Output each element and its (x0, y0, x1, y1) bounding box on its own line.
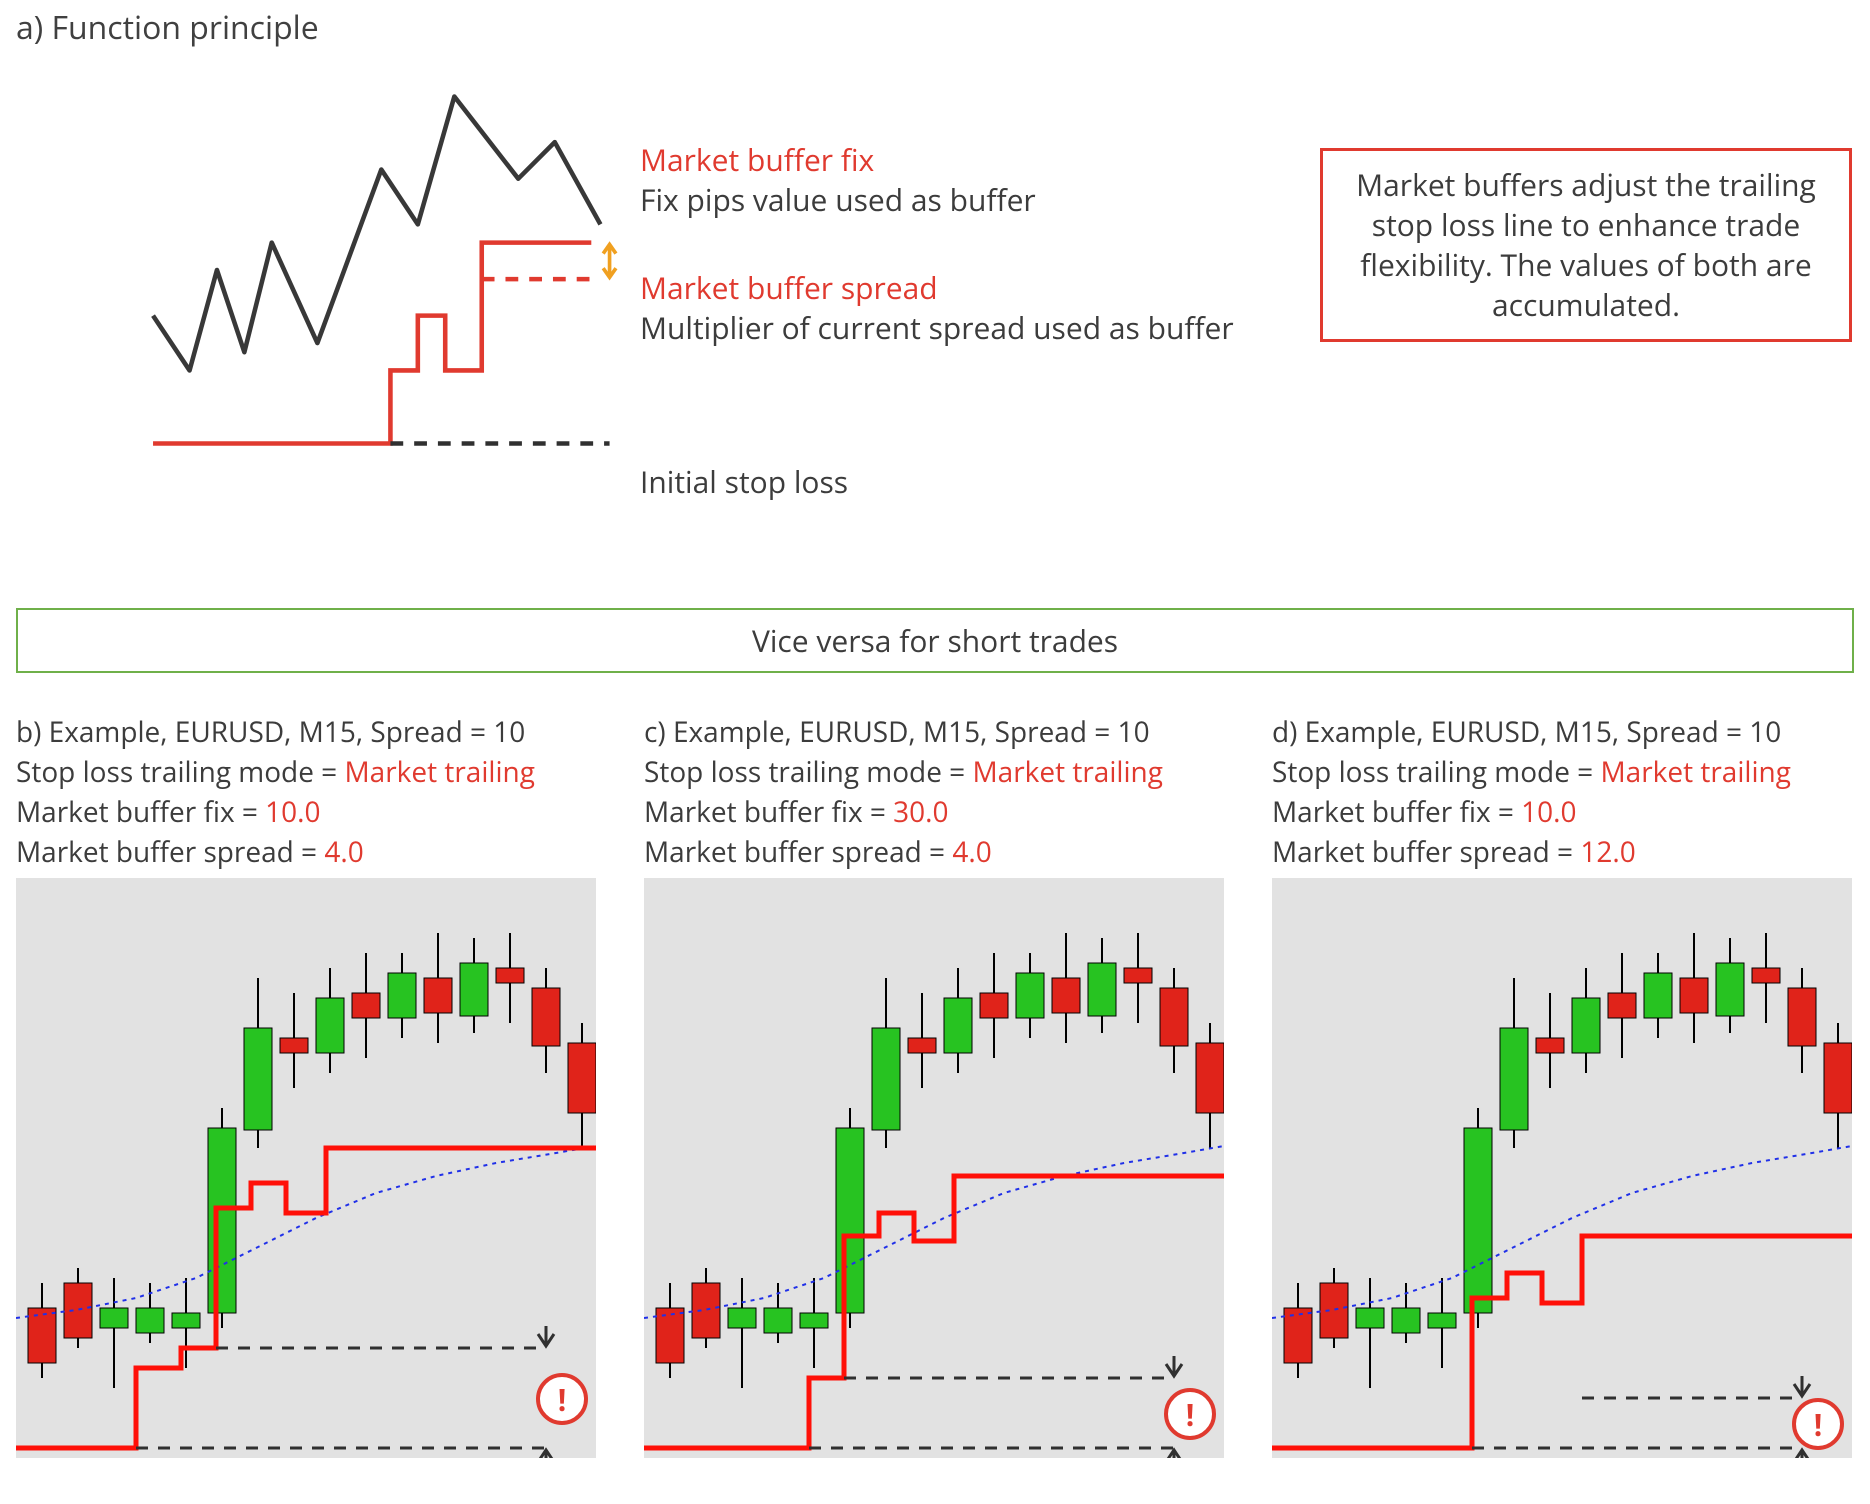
vice-versa-banner: Vice versa for short trades (16, 608, 1854, 673)
example-d: d) Example, EURUSD, M15, Spread = 10Stop… (1272, 712, 1852, 1458)
buffer-fix-title: Market buffer fix (640, 140, 1036, 180)
example-chart: ! (1272, 878, 1852, 1458)
examples-row: b) Example, EURUSD, M15, Spread = 10Stop… (16, 712, 1854, 1458)
example-caption: b) Example, EURUSD, M15, Spread = 10Stop… (16, 712, 596, 872)
example-caption: d) Example, EURUSD, M15, Spread = 10Stop… (1272, 712, 1852, 872)
buffer-spread-title: Market buffer spread (640, 268, 1234, 308)
example-chart: ! (644, 878, 1224, 1458)
buffer-spread-desc: Multiplier of current spread used as buf… (640, 308, 1234, 348)
buffer-fix-desc: Fix pips value used as buffer (640, 180, 1036, 220)
alert-icon: ! (1792, 1398, 1844, 1450)
page: a) Function principle Market buffer fix … (0, 0, 1870, 1504)
callout-box: Market buffers adjust the trailing stop … (1320, 148, 1852, 342)
example-c: c) Example, EURUSD, M15, Spread = 10Stop… (644, 712, 1224, 1458)
section-a-title: a) Function principle (16, 6, 319, 49)
label-initial-stop: Initial stop loss (640, 462, 848, 502)
example-b: b) Example, EURUSD, M15, Spread = 10Stop… (16, 712, 596, 1458)
alert-icon: ! (1164, 1388, 1216, 1440)
alert-icon: ! (536, 1373, 588, 1425)
example-chart: ! (16, 878, 596, 1458)
label-buffer-fix: Market buffer fix Fix pips value used as… (640, 140, 1036, 220)
label-buffer-spread: Market buffer spread Multiplier of curre… (640, 268, 1234, 348)
example-caption: c) Example, EURUSD, M15, Spread = 10Stop… (644, 712, 1224, 872)
